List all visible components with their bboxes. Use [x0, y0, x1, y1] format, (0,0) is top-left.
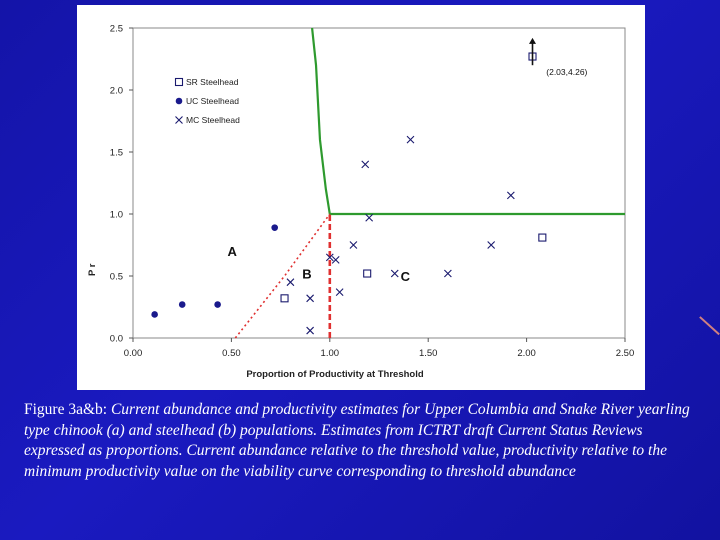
mc-steelhead-point	[443, 269, 452, 278]
mc-steelhead-point	[286, 278, 295, 287]
annotation-region-label: A	[227, 244, 237, 259]
y-tick-label: 2.5	[110, 24, 123, 35]
mc-steelhead-point	[331, 255, 340, 264]
caption-body: Current abundance and productivity estim…	[24, 401, 690, 480]
sr-steelhead-point	[363, 269, 372, 278]
legend-label-sr-steelhead: SR Steelhead	[186, 77, 239, 87]
mc-steelhead-point	[306, 326, 315, 335]
mc-steelhead-point	[335, 288, 344, 297]
mc-steelhead-point	[349, 241, 358, 249]
viability-curve-green	[310, 27, 625, 216]
threshold-curve-red-dotted	[234, 213, 331, 339]
y-tick-label: 0.5	[110, 272, 123, 283]
legend-label-uc-steelhead: UC Steelhead	[186, 96, 239, 106]
legend-label-mc-steelhead: MC Steelhead	[186, 115, 240, 125]
annotation-region-label: B	[302, 266, 311, 281]
sr-steelhead-point	[280, 294, 289, 303]
x-tick-label: 0.50	[222, 348, 241, 359]
x-tick-label: 2.00	[517, 348, 536, 359]
up-arrow-head	[529, 37, 537, 44]
uc-steelhead-point	[151, 311, 158, 318]
legend-marker-mc-steelhead	[175, 116, 183, 124]
x-axis-label: Proportion of Productivity at Threshold	[246, 369, 424, 380]
x-tick-label: 2.50	[616, 348, 635, 359]
legend-marker-uc-steelhead	[175, 97, 183, 105]
plot-area-border	[132, 27, 626, 339]
y-tick-label: 1.0	[110, 210, 123, 221]
figure-caption: Figure 3a&b: Current abundance and produ…	[24, 400, 704, 482]
chart-panel: 0.00 0.50 1.00 1.50 2.00 2.50 0.0 0.5 1.0 1.5 2.0 2…	[77, 5, 645, 390]
mc-steelhead-point	[325, 253, 334, 262]
scatter-chart: 0.00 0.50 1.00 1.50 2.00 2.50 0.0 0.5 1.0 1.5 2.0 2…	[87, 24, 635, 381]
x-tick-label: 0.00	[124, 348, 143, 359]
mc-steelhead-point	[506, 191, 515, 200]
uc-steelhead-point	[271, 224, 278, 231]
caption-lead: Figure 3a&b:	[24, 401, 108, 418]
annotation-coordinate: (2.03,4.26)	[546, 67, 587, 77]
mc-steelhead-point	[306, 294, 315, 303]
mc-steelhead-point	[361, 160, 370, 169]
y-tick-label: 1.5	[110, 148, 123, 159]
mc-steelhead-point	[390, 269, 399, 278]
uc-steelhead-point	[178, 301, 186, 308]
legend-marker-sr-steelhead	[174, 77, 184, 87]
mc-steelhead-point	[487, 241, 496, 249]
y-tick-label: 0.0	[110, 334, 123, 345]
x-tick-label: 1.00	[321, 348, 340, 359]
uc-steelhead-point	[214, 301, 221, 308]
y-axis-label: P r	[87, 263, 98, 276]
y-tick-label: 2.0	[110, 86, 123, 97]
decorative-slide-line	[699, 316, 720, 335]
x-tick-label: 1.50	[419, 348, 438, 359]
mc-steelhead-point	[406, 135, 415, 144]
sr-steelhead-point	[538, 233, 547, 242]
mc-steelhead-point	[365, 213, 374, 222]
annotation-region-label: C	[401, 269, 411, 284]
